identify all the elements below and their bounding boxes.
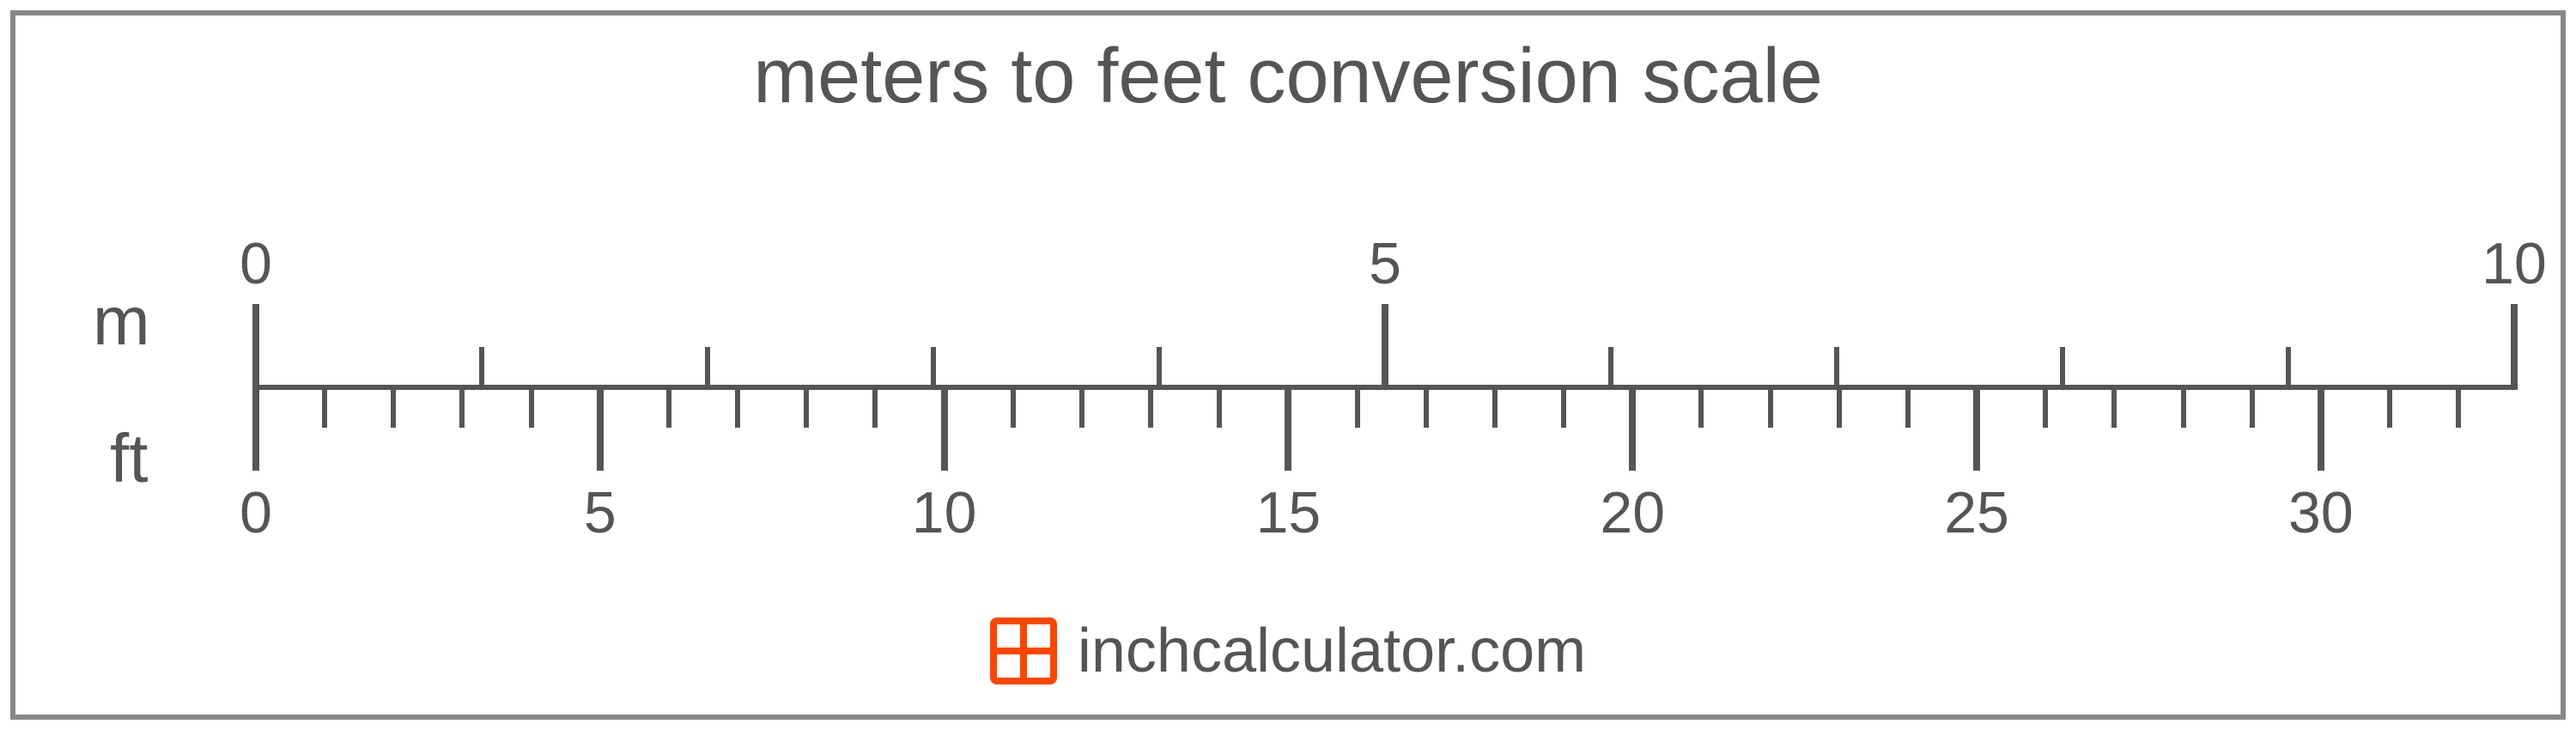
feet-major-label: 20 xyxy=(1600,479,1665,546)
feet-minor-tick xyxy=(1698,385,1704,428)
feet-major-tick xyxy=(1973,385,1980,471)
meters-major-tick xyxy=(1382,304,1388,390)
feet-minor-tick xyxy=(2387,385,2392,428)
outer-frame: meters to feet conversion scale m ft 051… xyxy=(10,10,2566,720)
feet-minor-tick xyxy=(1561,385,1566,428)
feet-major-tick xyxy=(252,385,259,471)
feet-major-tick xyxy=(941,385,948,471)
feet-minor-tick xyxy=(1079,385,1084,428)
meters-minor-tick xyxy=(1608,347,1613,390)
feet-minor-tick xyxy=(459,385,465,428)
feet-minor-tick xyxy=(1148,385,1153,428)
meters-major-tick xyxy=(252,304,259,390)
meters-major-tick xyxy=(2511,304,2518,390)
feet-minor-tick xyxy=(2111,385,2117,428)
feet-minor-tick xyxy=(872,385,878,428)
meters-minor-tick xyxy=(2060,347,2065,390)
feet-minor-tick xyxy=(391,385,396,428)
feet-minor-tick xyxy=(1355,385,1360,428)
feet-major-label: 0 xyxy=(240,479,272,546)
feet-minor-tick xyxy=(666,385,671,428)
footer: inchcalculator.com xyxy=(15,616,2561,689)
feet-major-label: 30 xyxy=(2288,479,2354,546)
feet-minor-tick xyxy=(1424,385,1429,428)
feet-minor-tick xyxy=(1837,385,1842,428)
meters-minor-tick xyxy=(705,347,710,390)
feet-major-tick xyxy=(2318,385,2324,471)
conversion-scale: 0 5 10 0 5 10 15 20 25 30 xyxy=(15,15,2561,715)
feet-major-tick xyxy=(1285,385,1291,471)
feet-major-tick xyxy=(1629,385,1636,471)
meters-major-label: 0 xyxy=(240,230,272,297)
feet-major-label: 15 xyxy=(1256,479,1321,546)
meters-minor-tick xyxy=(1157,347,1162,390)
meters-minor-tick xyxy=(931,347,936,390)
meters-minor-tick xyxy=(1834,347,1839,390)
meters-major-label: 5 xyxy=(1369,230,1401,297)
feet-minor-tick xyxy=(2456,385,2461,428)
footer-attribution: inchcalculator.com xyxy=(1078,616,1586,686)
feet-minor-tick xyxy=(1768,385,1773,428)
feet-minor-tick xyxy=(322,385,327,428)
feet-major-tick xyxy=(597,385,604,471)
feet-minor-tick xyxy=(1217,385,1222,428)
feet-minor-tick xyxy=(2250,385,2255,428)
feet-major-label: 25 xyxy=(1944,479,2009,546)
feet-minor-tick xyxy=(1011,385,1016,428)
feet-major-label: 10 xyxy=(912,479,977,546)
meters-major-label: 10 xyxy=(2482,230,2547,297)
feet-minor-tick xyxy=(529,385,534,428)
calculator-icon xyxy=(990,617,1057,684)
feet-minor-tick xyxy=(2181,385,2186,428)
feet-minor-tick xyxy=(2043,385,2048,428)
meters-minor-tick xyxy=(479,347,484,390)
meters-minor-tick xyxy=(2286,347,2291,390)
feet-minor-tick xyxy=(1492,385,1498,428)
feet-minor-tick xyxy=(735,385,740,428)
feet-minor-tick xyxy=(804,385,809,428)
feet-major-label: 5 xyxy=(584,479,617,546)
feet-minor-tick xyxy=(1905,385,1911,428)
